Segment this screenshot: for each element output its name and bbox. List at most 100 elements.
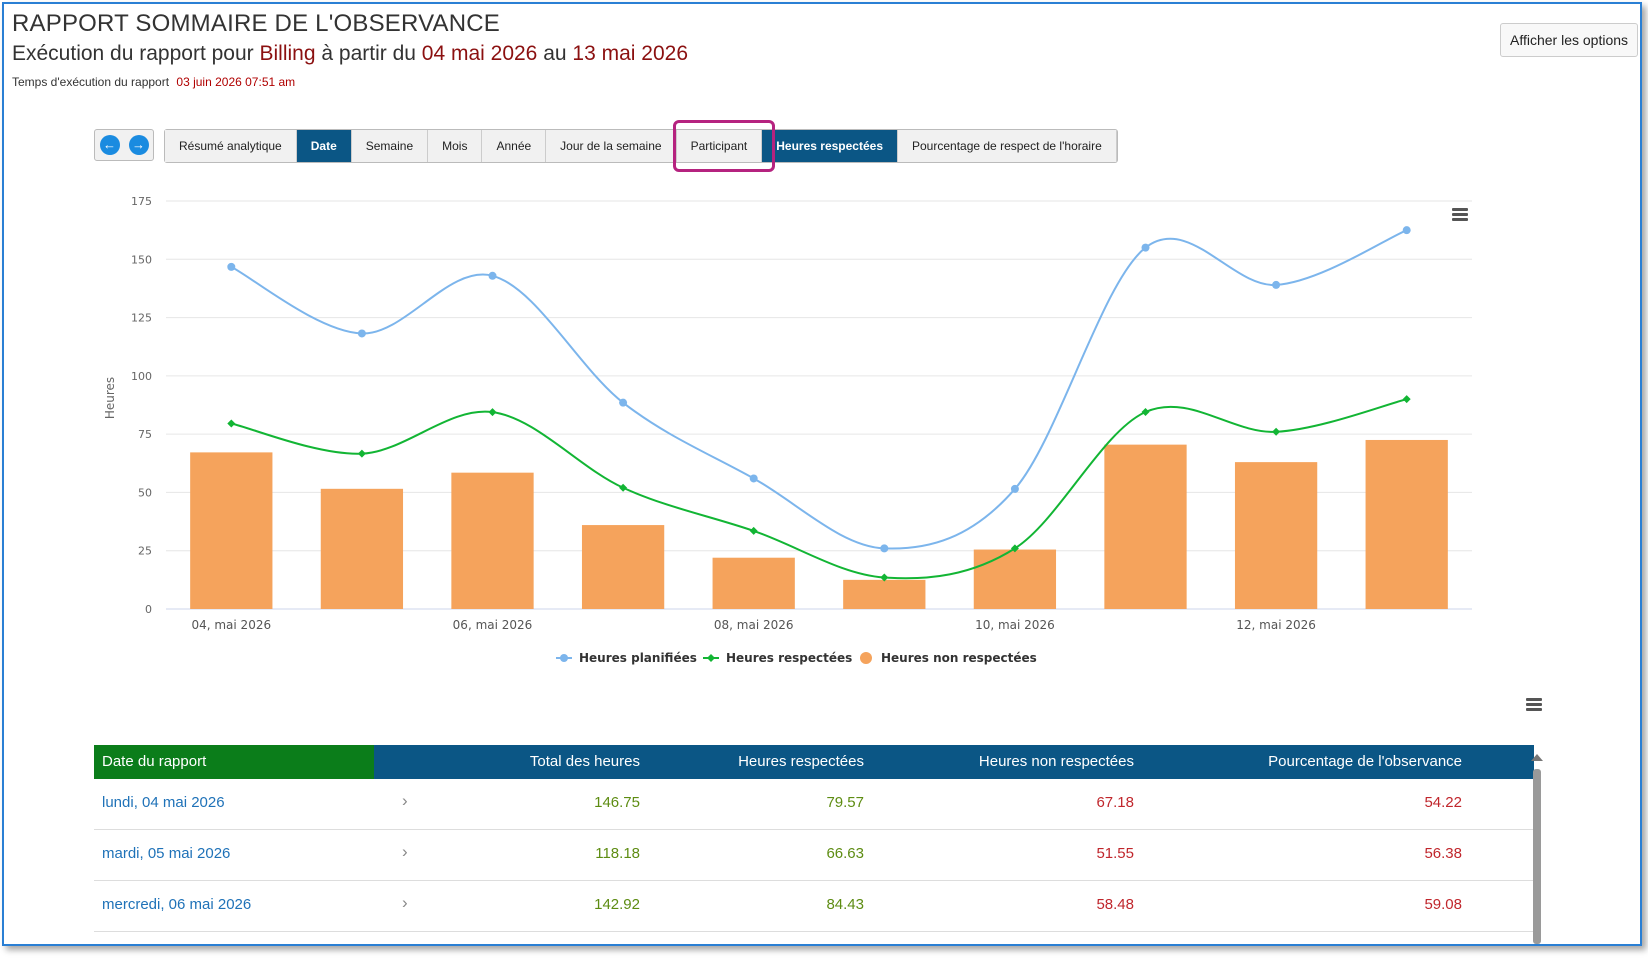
tab-heures-respect-es[interactable]: Heures respectées <box>762 130 898 162</box>
bar-not-respected[interactable] <box>320 488 404 609</box>
row-not-respected: 51.55 <box>1096 845 1134 862</box>
point-planned[interactable] <box>1010 484 1019 493</box>
tab-semaine[interactable]: Semaine <box>351 130 429 162</box>
line-planned <box>230 229 1408 550</box>
row-date[interactable]: lundi, 04 mai 2026 <box>102 794 225 811</box>
show-options-button[interactable]: Afficher les options <box>1500 23 1638 57</box>
report-window: RAPPORT SOMMAIRE DE L'OBSERVANCE Exécuti… <box>2 2 1642 946</box>
subtitle-subject: Billing <box>259 42 316 65</box>
bar-not-respected[interactable] <box>1104 444 1187 609</box>
point-planned[interactable] <box>357 329 366 338</box>
legend-marker <box>707 654 715 662</box>
chevron-right-icon[interactable]: › <box>402 791 408 810</box>
row-date[interactable]: mardi, 05 mai 2026 <box>102 845 231 862</box>
arrow-right-icon[interactable]: → <box>128 135 149 155</box>
x-tick-label: 08, mai 2026 <box>714 618 794 632</box>
row-not-respected: 67.18 <box>1096 794 1134 811</box>
tab-r-sum-analytique[interactable]: Résumé analytique <box>165 130 297 162</box>
start-date: 04 mai 2026 <box>421 42 538 65</box>
table-header: Date du rapport Total des heures Heures … <box>94 745 1534 779</box>
scroll-up-icon[interactable] <box>1531 754 1543 761</box>
y-axis-label: Heures <box>103 377 117 419</box>
tab-participant[interactable]: Participant <box>672 120 775 172</box>
point-respected[interactable] <box>619 483 628 492</box>
bar-not-respected[interactable] <box>843 579 926 609</box>
bar-not-respected[interactable] <box>1365 439 1448 609</box>
bar-not-respected[interactable] <box>581 525 665 609</box>
legend-item[interactable]: Heures respectées <box>703 651 852 665</box>
exec-label: Temps d'exécution du rapport <box>12 75 170 89</box>
point-planned[interactable] <box>1402 226 1411 235</box>
bar-not-respected[interactable] <box>712 557 795 609</box>
row-respected: 66.63 <box>826 845 864 862</box>
y-tick-label: 150 <box>131 253 152 266</box>
tab-ann-e[interactable]: Année <box>482 130 547 162</box>
subtitle-mid: à partir du <box>321 42 416 65</box>
col-header-not-respected[interactable]: Heures non respectées <box>978 753 1134 770</box>
point-respected[interactable] <box>749 526 758 535</box>
y-tick-label: 25 <box>138 545 152 558</box>
row-respected: 84.43 <box>826 896 864 913</box>
chart-svg: 0 25 50 75 100 125 150 175 04, mai 2026 06, mai … <box>103 195 1472 665</box>
table-row[interactable]: lundi, 04 mai 2026 146.75 79.57 67.18 54.22 › <box>94 779 1534 830</box>
legend-item[interactable]: Heures planifiées <box>556 651 697 665</box>
chevron-right-icon[interactable]: › <box>402 842 408 861</box>
point-respected[interactable] <box>1272 427 1281 436</box>
legend-item[interactable]: Heures non respectées <box>860 651 1037 665</box>
tab-date[interactable]: Date <box>296 130 352 162</box>
point-planned[interactable] <box>1272 280 1281 289</box>
bar-not-respected[interactable] <box>190 452 273 609</box>
observance-chart: 0 25 50 75 100 125 150 175 04, mai 2026 06, mai … <box>96 184 1546 694</box>
point-planned[interactable] <box>749 474 758 483</box>
table-row[interactable]: mardi, 05 mai 2026 118.18 66.63 51.55 56.38 › <box>94 830 1534 881</box>
table-row[interactable]: mercredi, 06 mai 2026 142.92 84.43 58.48 59.… <box>94 881 1534 932</box>
end-date: 13 mai 2026 <box>572 42 689 65</box>
bar-not-respected[interactable] <box>1234 462 1318 609</box>
point-respected[interactable] <box>1402 395 1411 404</box>
table-menu-icon[interactable] <box>1526 698 1542 711</box>
point-respected[interactable] <box>227 419 236 428</box>
report-subtitle: Exécution du rapport pour Billing à part… <box>12 42 688 66</box>
point-respected[interactable] <box>880 573 889 582</box>
tab-mois[interactable]: Mois <box>428 130 483 162</box>
chart-menu-icon[interactable] <box>1452 208 1468 221</box>
col-header-total[interactable]: Total des heures <box>529 753 640 770</box>
row-percentage: 56.38 <box>1424 845 1462 862</box>
legend-swatch <box>860 652 872 664</box>
point-planned[interactable] <box>619 398 628 407</box>
y-tick-label: 175 <box>131 195 152 208</box>
arrow-left-icon[interactable]: ← <box>99 135 120 155</box>
bar-not-respected[interactable] <box>973 549 1057 609</box>
tab-pourcentage-de-respect-de-l-horaire[interactable]: Pourcentage de respect de l'horaire <box>898 130 1117 162</box>
row-percentage: 54.22 <box>1424 794 1462 811</box>
execution-time: Temps d'exécution du rapport 03 juin 202… <box>12 75 295 89</box>
chevron-right-icon[interactable]: › <box>402 893 408 912</box>
nav-arrows: ← → <box>94 129 154 161</box>
subtitle-prefix: Exécution du rapport pour <box>12 42 254 65</box>
point-respected[interactable] <box>1010 544 1019 553</box>
x-tick-label: 06, mai 2026 <box>453 618 533 632</box>
y-tick-label: 0 <box>145 603 152 616</box>
point-respected[interactable] <box>1141 407 1150 416</box>
y-tick-label: 100 <box>131 370 152 383</box>
tab-jour-de-la-semaine[interactable]: Jour de la semaine <box>546 130 677 162</box>
col-header-date[interactable]: Date du rapport <box>94 745 374 779</box>
col-header-respected[interactable]: Heures respectées <box>738 753 864 770</box>
point-planned[interactable] <box>488 271 497 280</box>
legend-label: Heures non respectées <box>881 651 1037 665</box>
exec-value: 03 juin 2026 07:51 am <box>176 75 296 89</box>
point-planned[interactable] <box>1141 243 1150 252</box>
subtitle-to: au <box>543 42 567 65</box>
point-planned[interactable] <box>227 262 236 271</box>
row-total: 142.92 <box>594 896 640 913</box>
col-header-percentage[interactable]: Pourcentage de l'observance <box>1268 753 1462 770</box>
bar-not-respected[interactable] <box>451 472 534 609</box>
y-tick-label: 75 <box>138 428 152 441</box>
table-scrollbar[interactable] <box>1533 769 1541 944</box>
point-respected[interactable] <box>488 408 497 417</box>
row-date[interactable]: mercredi, 06 mai 2026 <box>102 896 252 913</box>
point-planned[interactable] <box>880 544 889 553</box>
legend-label: Heures respectées <box>726 651 852 665</box>
point-respected[interactable] <box>357 449 366 458</box>
row-percentage: 59.08 <box>1424 896 1462 913</box>
